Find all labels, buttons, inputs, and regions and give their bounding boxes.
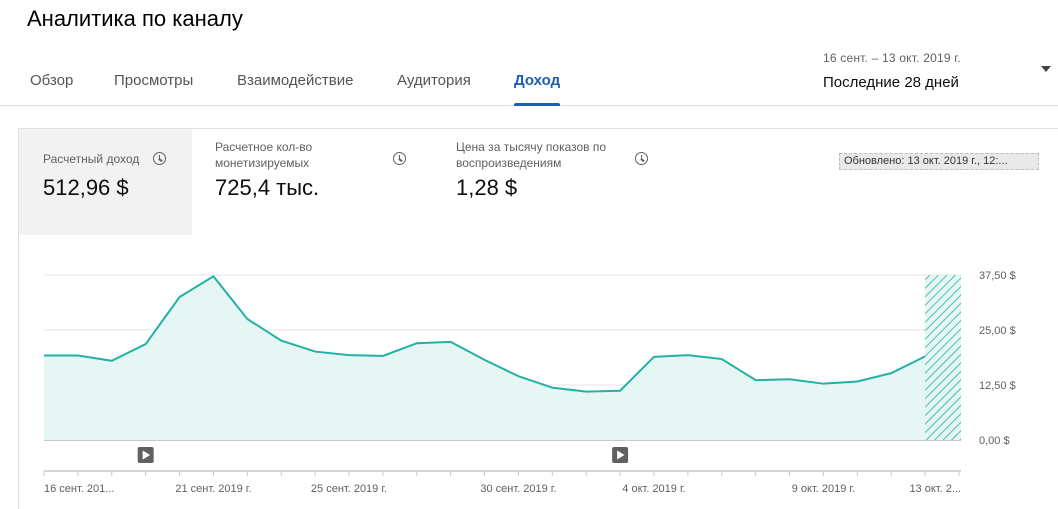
metric-value: 512,96 $ [43, 175, 129, 200]
metric-value: 725,4 тыс. [215, 175, 320, 200]
y-tick-label: 25,00 $ [979, 325, 1016, 337]
tab-audience[interactable]: Аудитория [397, 72, 471, 89]
x-tick-label: 30 сент. 2019 г. [480, 483, 556, 495]
metric-label: Расчетное кол-во монетизируемых воспроиз… [215, 140, 313, 173]
area-fill [44, 276, 926, 440]
dropdown-caret-icon[interactable] [1041, 66, 1051, 72]
play-triangle-icon [617, 450, 625, 460]
date-range-dates: 16 сент. – 13 окт. 2019 г. [823, 51, 961, 65]
x-tick-label: 16 сент. 201... [44, 483, 114, 495]
play-triangle-icon [142, 450, 151, 460]
clock-icon [393, 152, 406, 165]
x-tick-label: 25 сент. 2019 г. [311, 483, 387, 495]
page-title: Аналитика по каналу [27, 6, 243, 31]
metric-label: Цена за тысячу показов по воспроизведени… [456, 140, 607, 170]
revenue-card: Расчетный доход 512,96 $ Расчетное кол-в… [18, 128, 1058, 509]
y-tick-label: 0,00 $ [979, 435, 1010, 447]
tab-revenue[interactable]: Доход [514, 72, 561, 106]
tab-engagement[interactable]: Взаимодействие [237, 72, 354, 89]
date-range-selector[interactable]: 16 сент. – 13 окт. 2019 г. Последние 28 … [823, 51, 961, 91]
series-line [44, 275, 926, 393]
tab-views[interactable]: Просмотры [114, 72, 194, 89]
metric-value: 1,28 $ [456, 175, 518, 200]
metric-playback-cpm[interactable]: Цена за тысячу показов по воспроизведени… [456, 129, 676, 235]
updated-badge: Обновлено: 13 окт. 2019 г., 12:... [839, 153, 1039, 170]
tab-bar: Обзор Просмотры Взаимодействие Аудитория… [0, 62, 1058, 106]
partial-day-hatch [925, 275, 961, 440]
tab-overview[interactable]: Обзор [30, 72, 74, 89]
y-tick-label: 12,50 $ [979, 380, 1016, 392]
clock-icon [153, 152, 166, 165]
date-range-period: Последние 28 дней [823, 74, 959, 91]
x-tick-label: 21 сент. 2019 г. [175, 483, 251, 495]
clock-icon [635, 152, 648, 165]
y-tick-label: 37,50 $ [979, 270, 1016, 282]
x-tick-label: 13 окт. 2... [909, 483, 961, 495]
metric-label: Расчетный доход [43, 152, 140, 166]
x-tick-label: 4 окт. 2019 г. [622, 483, 685, 495]
x-tick-label: 9 окт. 2019 г. [792, 483, 855, 495]
revenue-chart: 0,00 $ 12,50 $ 25,00 $ 37,50 $ 16 сент. 201.… [43, 270, 1016, 495]
metric-revenue[interactable]: Расчетный доход 512,96 $ [19, 129, 192, 235]
metric-monetized-playbacks[interactable]: Расчетное кол-во монетизируемых воспроиз… [215, 129, 425, 235]
